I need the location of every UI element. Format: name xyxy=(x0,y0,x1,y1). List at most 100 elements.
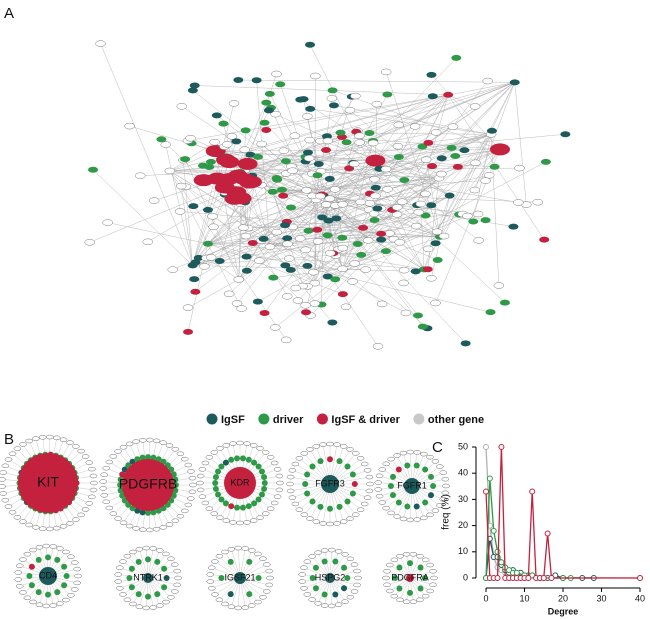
network-edge xyxy=(247,227,406,314)
sub-node xyxy=(56,546,64,551)
network-node xyxy=(360,266,372,273)
network-node xyxy=(314,192,326,200)
network-node xyxy=(480,217,491,224)
network-edge xyxy=(451,82,515,148)
network-node xyxy=(321,201,332,208)
network-edge xyxy=(107,222,209,244)
sub-node xyxy=(73,580,81,586)
sub-node xyxy=(365,474,374,480)
sub-node xyxy=(422,499,429,506)
sub-node xyxy=(35,589,42,596)
network-node xyxy=(362,237,374,244)
network-node xyxy=(239,146,250,153)
network-node xyxy=(302,149,313,156)
sub-node xyxy=(59,437,68,442)
sub-node xyxy=(334,602,343,607)
network-edge xyxy=(342,227,364,269)
network-node xyxy=(327,319,338,326)
sub-node xyxy=(156,548,164,553)
network-node xyxy=(376,236,387,243)
sub-node xyxy=(396,564,403,571)
sub-node xyxy=(210,511,219,516)
network-node xyxy=(207,213,218,220)
network-node xyxy=(282,235,293,242)
sub-node xyxy=(171,446,180,452)
sub-hub xyxy=(39,567,57,585)
sub-node xyxy=(32,525,40,530)
network-node xyxy=(337,234,348,241)
sub-node xyxy=(222,443,231,448)
network-node xyxy=(354,139,365,146)
network-node xyxy=(430,129,442,136)
sub-node xyxy=(259,595,267,600)
sub-node xyxy=(42,543,51,549)
network-node xyxy=(447,123,459,130)
network-edge xyxy=(238,194,323,280)
sub-node xyxy=(353,582,361,588)
sub-node xyxy=(89,473,98,479)
network-node xyxy=(470,159,481,167)
sub-node xyxy=(334,549,343,554)
network-node xyxy=(268,274,279,281)
legend-label: driver xyxy=(273,414,304,426)
sub-node xyxy=(251,459,258,466)
network-node xyxy=(513,199,524,206)
sub-node xyxy=(390,492,397,499)
sub-node xyxy=(430,483,437,489)
network-node xyxy=(412,312,423,319)
network-edge xyxy=(374,82,515,180)
network-edge xyxy=(261,82,515,186)
network-edge xyxy=(329,134,492,199)
sub-node xyxy=(77,512,85,518)
sub-node xyxy=(314,601,322,606)
sub-node xyxy=(270,500,279,506)
sub-node xyxy=(332,558,339,565)
sub-node xyxy=(326,521,334,527)
sub-node xyxy=(13,446,22,451)
sub-hub xyxy=(325,573,335,583)
sub-edge xyxy=(386,571,411,579)
network-edge xyxy=(346,142,441,237)
sub-node xyxy=(387,456,395,462)
sub-node xyxy=(139,527,147,532)
sub-hub xyxy=(321,475,339,493)
sub-edge xyxy=(399,556,411,579)
sub-node xyxy=(221,549,229,555)
sub-node xyxy=(259,556,267,561)
sub-node xyxy=(346,516,354,521)
sub-node xyxy=(215,553,224,559)
sub-node xyxy=(228,456,235,463)
sub-hub xyxy=(406,574,414,582)
network-node xyxy=(427,93,438,100)
sub-node xyxy=(258,491,265,498)
sub-node xyxy=(328,603,336,609)
x-tick-label: 40 xyxy=(635,593,645,603)
sub-node xyxy=(265,568,273,574)
sub-node xyxy=(196,480,204,486)
sub-node xyxy=(263,562,271,567)
sub-edge xyxy=(409,577,414,602)
sub-node xyxy=(28,563,35,570)
network-node xyxy=(423,139,434,146)
sub-node xyxy=(392,575,399,581)
network-node xyxy=(540,158,551,165)
series-point xyxy=(490,527,497,534)
sub-edge xyxy=(409,554,414,579)
network-edge xyxy=(266,82,515,131)
series-point xyxy=(498,559,505,566)
sub-node xyxy=(72,444,80,449)
sub-node xyxy=(215,468,222,475)
network-node xyxy=(305,105,316,112)
sub-node xyxy=(270,460,279,466)
sub-node xyxy=(344,498,351,505)
sub-node xyxy=(309,575,316,581)
network-node xyxy=(209,138,220,146)
sub-node xyxy=(114,516,122,521)
network-node xyxy=(321,133,332,140)
network-node xyxy=(193,254,204,261)
network-node xyxy=(278,147,290,154)
sub-node xyxy=(81,507,90,512)
sub-node xyxy=(417,585,424,592)
sub-node xyxy=(333,521,341,526)
network-node xyxy=(188,203,199,210)
